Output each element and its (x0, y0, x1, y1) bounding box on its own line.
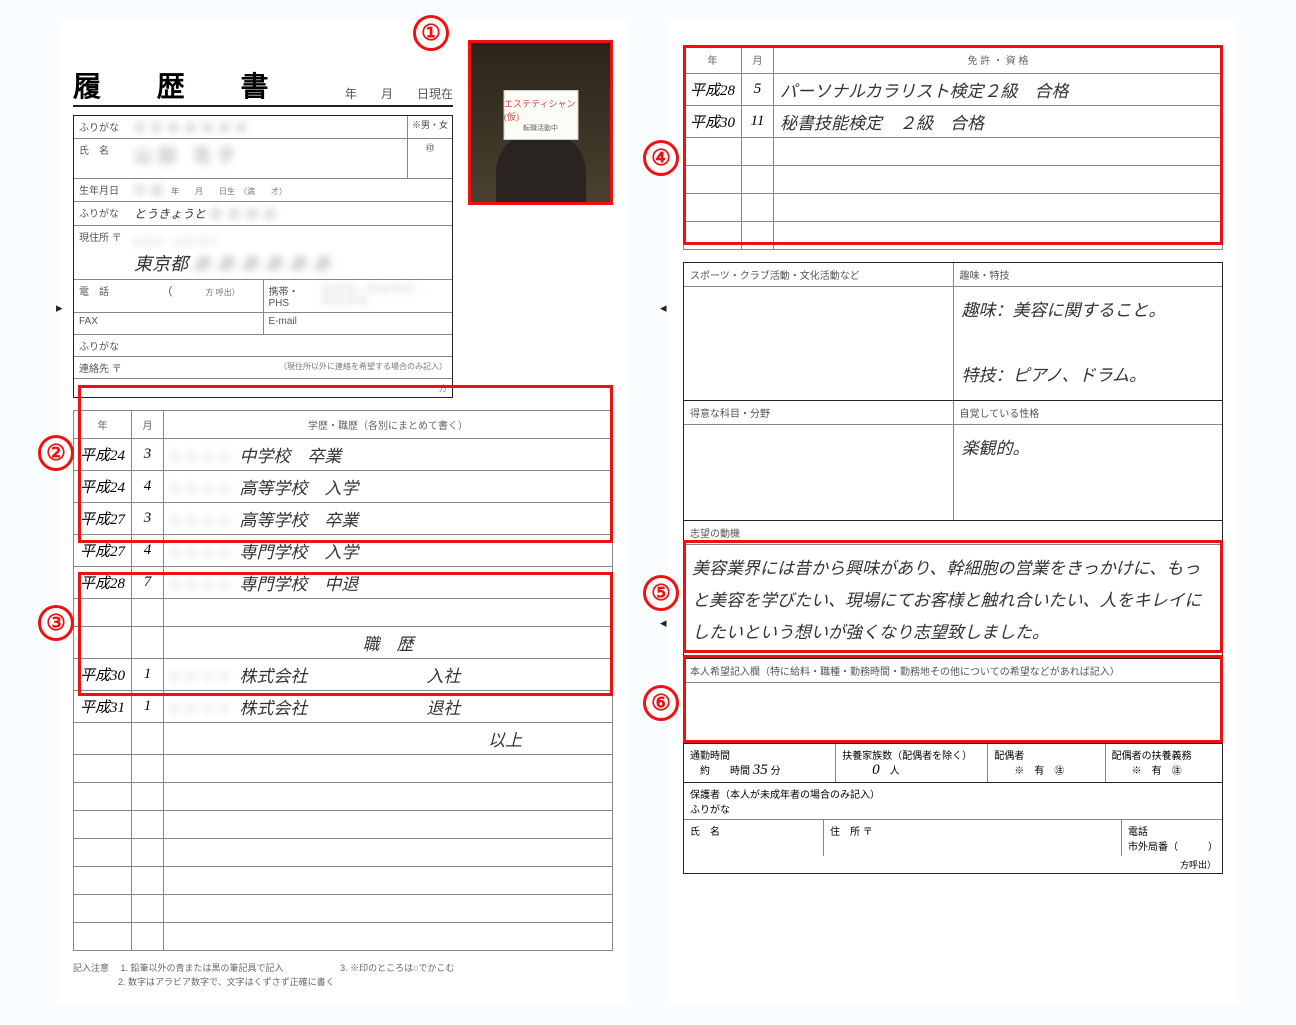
work-header-row: 職 歴 (74, 627, 613, 659)
table-row (684, 138, 1223, 166)
label-character: 自覚している性格 (954, 401, 1223, 425)
header-month: 月 (132, 411, 164, 439)
table-row (74, 895, 613, 923)
label-subject: 得意な科目・分野 (684, 401, 953, 425)
table-row (74, 867, 613, 895)
commute-row: 通勤時間 約 時間 35 分 扶養家族数（配偶者を除く） 0 人 配偶者 ※ 有… (683, 743, 1223, 783)
photo-sign: エステティシャン(仮) 転職活動中 (503, 90, 578, 140)
header-month: 月 (742, 46, 774, 74)
marker-6: ⑥ (643, 685, 679, 721)
table-row (684, 166, 1223, 194)
table-row (74, 755, 613, 783)
entry-notes: 記入注意 1. 鉛筆以外の青または黒の筆記具で記入 3. ※印のところは○でかこ… (73, 961, 613, 990)
marker-4: ④ (643, 140, 679, 176)
header-year: 年 (684, 46, 742, 74)
table-row (684, 222, 1223, 250)
activities-hobbies: スポーツ・クラブ活動・文化活動など 趣味・特技 趣味：美容に関すること。 特技：… (683, 262, 1223, 401)
blank-row (74, 599, 613, 627)
table-row: 平成311○○○○ 株式会社 退社 (74, 691, 613, 723)
guardian: 保護者（本人が未成年者の場合のみ記入） ふりがな 氏 名 住 所 〒 電話 市外… (683, 782, 1223, 874)
table-row: 平成301○○○○ 株式会社 入社 (74, 659, 613, 691)
table-row (684, 194, 1223, 222)
label-fax: FAX (74, 313, 129, 334)
label-sports: スポーツ・クラブ活動・文化活動など (684, 263, 953, 287)
doc-title: 履 歴 書 (73, 65, 293, 105)
history-table: 年 月 学歴・職歴（各別にまとめて書く） 平成243○○○○ 中学校 卒業平成2… (73, 410, 613, 951)
marker-5: ⑤ (643, 575, 679, 611)
label-furigana-addr: ふりがな (74, 202, 129, 225)
cut-mark-icon: ◂ (660, 615, 667, 631)
label-tel: 電 話 (74, 280, 129, 312)
page-left: ▸ ① ② ③ エステティシャン(仮) 転職活動中 履 歴 書 年 月 日現在 (58, 20, 628, 1005)
label-motive: 志望の動機 (684, 521, 1222, 545)
date-area: 年 月 日現在 (293, 85, 453, 105)
label-furigana: ふりがな (74, 116, 129, 138)
label-gender: ※男・女 (407, 116, 452, 138)
cut-mark-icon: ▸ (56, 300, 63, 316)
table-row (74, 839, 613, 867)
label-mobile: 携帯・PHS (264, 280, 319, 312)
marker-1: ① (413, 15, 449, 51)
table-row: 平成273○○○○ 高等学校 卒業 (74, 503, 613, 535)
label-wish: 本人希望記入欄（特に給料・職種・勤務時間・勤務地その他についての希望などがあれば… (684, 659, 1222, 683)
table-row: 平成287○○○○ 専門学校 中退 (74, 567, 613, 599)
label-email: E-mail (264, 313, 319, 334)
motivation: 志望の動機 美容業界には昔から興味があり、幹細胞の営業をきっかけに、もっと美容を… (683, 520, 1223, 659)
table-row (74, 923, 613, 951)
label-seal: ㊞ (407, 139, 452, 178)
label-birth: 生年月日 (74, 179, 129, 201)
label-hobby: 趣味・特技 (954, 263, 1223, 287)
label-contact: 連絡先 〒 (74, 357, 129, 378)
marker-3: ③ (38, 605, 74, 641)
page-right: ◂ ◂ ④ ⑤ ⑥ 年 月 免 許 ・ 資 格 平成285パーソナルカラリスト検… (668, 20, 1238, 1005)
header-detail: 免 許 ・ 資 格 (774, 46, 1223, 74)
label-name: 氏 名 (74, 139, 129, 178)
title-row: 履 歴 書 年 月 日現在 (73, 65, 453, 107)
label-address: 現住所 〒 (74, 226, 129, 279)
label-furigana-contact: ふりがな (74, 335, 129, 356)
table-row (74, 811, 613, 839)
cut-mark-icon: ◂ (660, 300, 667, 316)
photo-box: エステティシャン(仮) 転職活動中 (468, 40, 613, 205)
table-row: 平成244○○○○ 高等学校 入学 (74, 471, 613, 503)
table-row: 平成3011秘書技能検定 ２級 合格 (684, 106, 1223, 138)
table-row: 平成274○○○○ 専門学校 入学 (74, 535, 613, 567)
license-table: 年 月 免 許 ・ 資 格 平成285パーソナルカラリスト検定２級 合格平成30… (683, 45, 1223, 250)
wishes: 本人希望記入欄（特に給料・職種・勤務時間・勤務地その他についての希望などがあれば… (683, 658, 1223, 744)
end-row: 以上 (74, 723, 613, 755)
table-row (74, 783, 613, 811)
header-detail: 学歴・職歴（各別にまとめて書く） (164, 411, 613, 439)
subject-character: 得意な科目・分野 自覚している性格 楽観的。 (683, 400, 1223, 521)
header-year: 年 (74, 411, 132, 439)
marker-2: ② (38, 435, 74, 471)
personal-info: ふりがな あああああああ ※男・女 氏 名 山田 花子 ㊞ 生年月日 平成 年 … (73, 115, 453, 398)
resume-sheet: ▸ ① ② ③ エステティシャン(仮) 転職活動中 履 歴 書 年 月 日現在 (20, 20, 1276, 1005)
table-row: 平成285パーソナルカラリスト検定２級 合格 (684, 74, 1223, 106)
table-row: 平成243○○○○ 中学校 卒業 (74, 439, 613, 471)
